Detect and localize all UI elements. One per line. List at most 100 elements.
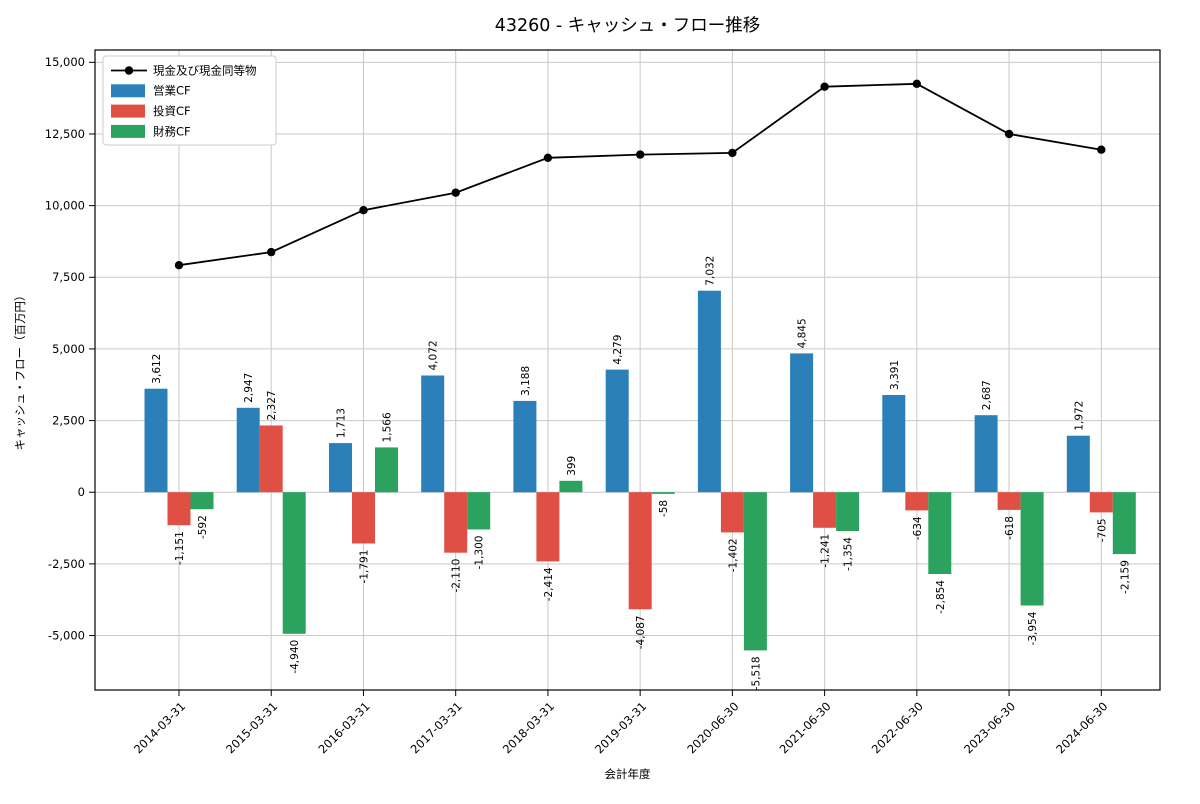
cash-line-marker	[636, 150, 645, 159]
y-tick-label: 0	[78, 485, 85, 499]
bar-value-label: -2,110	[451, 559, 463, 593]
cash-line-marker	[912, 79, 921, 89]
legend-label: 財務CF	[153, 124, 191, 138]
bar-営業CF	[974, 415, 998, 493]
y-tick-label: -5,000	[48, 628, 85, 642]
cash-line-marker	[820, 82, 829, 91]
bar-value-label: 4,072	[428, 340, 440, 370]
bar-value-label: 4,279	[612, 335, 624, 365]
x-tick-label: 2018-03-31	[500, 699, 557, 756]
bar-財務CF	[559, 480, 583, 493]
bar-value-label: 2,327	[266, 390, 278, 420]
bar-営業CF	[697, 290, 721, 493]
bar-投資CF	[720, 492, 744, 533]
y-tick-label: -2,500	[48, 557, 85, 571]
bar-value-label: -618	[1004, 516, 1016, 540]
bar-value-label: -1,241	[820, 534, 832, 568]
x-tick-label: 2014-03-31	[131, 699, 188, 756]
bar-財務CF	[467, 492, 491, 530]
x-tick-label: 2023-06-30	[961, 699, 1018, 756]
bar-value-label: 1,972	[1073, 401, 1085, 431]
x-tick-label: 2017-03-31	[408, 699, 465, 756]
y-tick-label: 10,000	[45, 199, 85, 213]
y-tick-label: 2,500	[52, 413, 85, 427]
bar-投資CF	[444, 492, 468, 553]
bar-財務CF	[190, 492, 214, 510]
bar-value-label: -705	[1096, 518, 1108, 542]
bar-投資CF	[1089, 492, 1113, 513]
y-axis-label: キャッシュ・フロー（百万円）	[13, 290, 27, 451]
bar-財務CF	[928, 492, 952, 574]
bar-営業CF	[144, 388, 168, 493]
y-tick-label: 15,000	[45, 55, 85, 69]
legend-label: 営業CF	[153, 84, 191, 98]
bar-value-label: 7,032	[704, 256, 716, 286]
bar-営業CF	[329, 443, 352, 493]
bar-value-label: 3,391	[889, 360, 901, 390]
cash-line-marker	[543, 153, 553, 162]
bar-営業CF	[421, 375, 445, 493]
bar-value-label: 1,566	[382, 412, 394, 442]
bar-営業CF	[882, 395, 906, 493]
bar-value-label: -2,854	[935, 580, 947, 614]
bar-value-label: -58	[658, 500, 670, 517]
bar-投資CF	[536, 492, 560, 562]
bar-value-label: -1,151	[174, 531, 186, 565]
cash-line-marker	[451, 188, 460, 197]
x-tick-label: 2019-03-31	[592, 699, 649, 756]
legend-box	[102, 55, 277, 146]
bar-営業CF	[236, 407, 260, 493]
bar-営業CF	[1066, 435, 1090, 493]
bar-value-label: -634	[912, 516, 924, 540]
bar-財務CF	[282, 492, 306, 634]
bar-投資CF	[905, 492, 929, 511]
bar-value-label: -592	[197, 515, 209, 539]
y-tick-label: 12,500	[45, 127, 85, 141]
x-tick-label: 2024-06-30	[1053, 699, 1110, 756]
bar-財務CF	[651, 492, 675, 494]
bar-value-label: -1,300	[474, 536, 486, 570]
bar-value-label: -2,159	[1119, 560, 1131, 594]
bar-value-label: 4,845	[797, 318, 809, 348]
bar-value-label: -2,414	[543, 567, 555, 601]
cash-line-marker	[728, 148, 737, 158]
cash-line-marker	[267, 247, 276, 257]
bar-財務CF	[743, 492, 767, 651]
y-tick-label: 7,500	[52, 270, 85, 284]
plot-border	[94, 49, 1161, 691]
bar-value-label: 399	[566, 456, 578, 476]
bar-value-label: -5,518	[750, 656, 762, 690]
bar-value-label: -1,791	[359, 550, 371, 584]
bar-value-label: 2,687	[981, 380, 993, 410]
x-tick-label: 2021-06-30	[777, 699, 834, 756]
cash-line-marker	[359, 206, 368, 215]
cash-line-marker	[1097, 145, 1106, 154]
bar-投資CF	[259, 425, 283, 493]
cash-line-marker	[174, 261, 184, 270]
bar-投資CF	[813, 492, 837, 528]
cash-line-marker	[1004, 129, 1014, 139]
bar-財務CF	[375, 447, 398, 493]
bar-value-label: 3,188	[520, 366, 532, 396]
bar-value-label: -1,402	[727, 538, 739, 572]
bar-value-label: -4,087	[635, 615, 647, 649]
legend-label: 現金及び現金同等物	[153, 63, 257, 77]
y-tick-label: 5,000	[52, 342, 85, 356]
x-tick-label: 2022-06-30	[869, 699, 926, 756]
bar-value-label: -1,354	[843, 537, 855, 571]
x-tick-label: 2015-03-31	[223, 699, 280, 756]
bar-投資CF	[628, 492, 652, 610]
bar-投資CF	[352, 492, 375, 544]
x-tick-label: 2020-06-30	[684, 699, 741, 756]
bar-財務CF	[1112, 492, 1136, 555]
legend-swatch	[111, 84, 145, 98]
bar-value-label: -4,940	[289, 640, 301, 674]
legend-label: 投資CF	[153, 104, 191, 118]
bar-財務CF	[836, 492, 860, 531]
bar-value-label: 2,947	[243, 373, 255, 403]
bar-value-label: 1,713	[336, 408, 348, 438]
bar-財務CF	[1020, 492, 1044, 606]
